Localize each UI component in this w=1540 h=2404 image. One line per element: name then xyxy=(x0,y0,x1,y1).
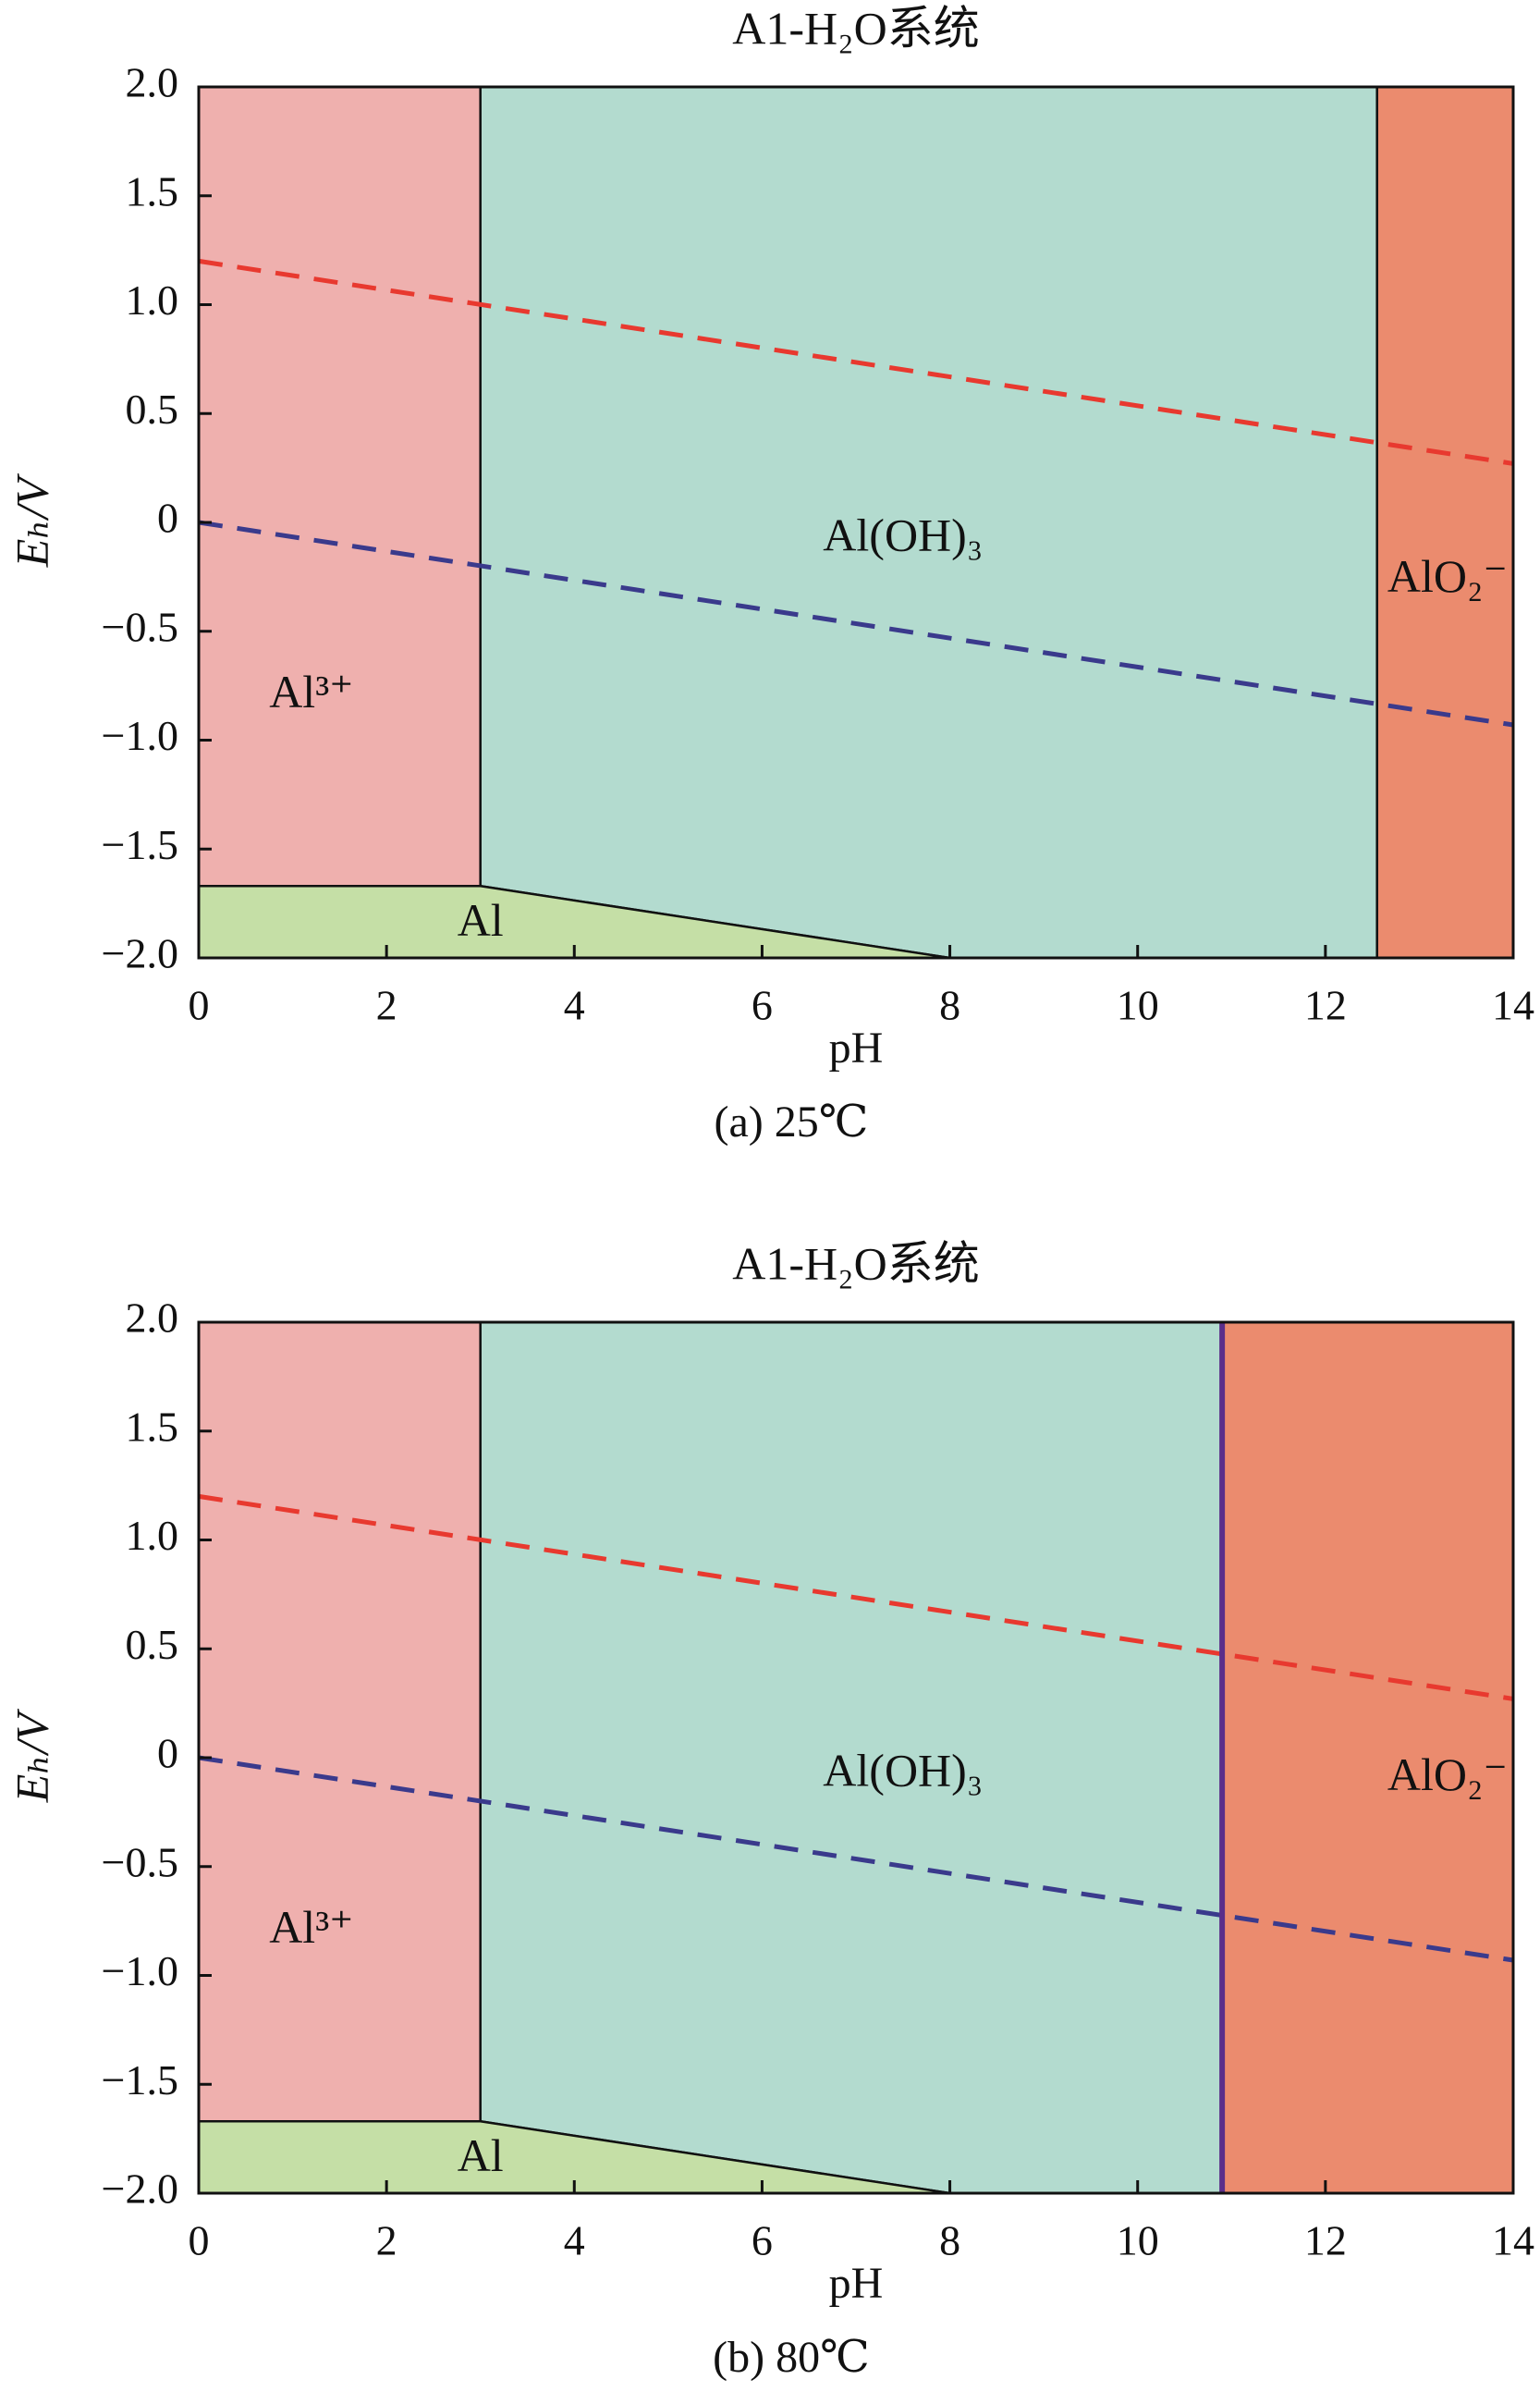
caption: (b) 80℃ xyxy=(713,2333,870,2382)
potential-line xyxy=(198,1493,1514,1701)
x-tick-label: 10 xyxy=(1117,2217,1159,2264)
region-label: Al³⁺ xyxy=(269,1901,353,1953)
region-label: Al xyxy=(458,2129,504,2181)
y-tick-label: 1.5 xyxy=(126,167,179,215)
region-label: Al(OH)₃ xyxy=(823,1744,983,1796)
y-axis-label: Eₕ/V xyxy=(6,1708,57,1803)
y-tick-label: −2.0 xyxy=(102,2165,178,2213)
x-axis-label: pH xyxy=(829,1024,884,1073)
y-tick-label: −1.0 xyxy=(102,1947,178,1994)
y-tick-label: −0.5 xyxy=(102,1838,178,1885)
y-tick-label: −2.0 xyxy=(102,930,178,977)
x-tick-label: 2 xyxy=(376,2217,397,2264)
region-label: AlO₂⁻ xyxy=(1387,1748,1508,1800)
potential-line xyxy=(198,520,1514,728)
y-axis-label: Eₕ/V xyxy=(6,472,57,568)
x-tick-label: 12 xyxy=(1304,2217,1347,2264)
potential-line xyxy=(198,258,1514,466)
region-label: Al(OH)₃ xyxy=(823,509,983,560)
y-tick-label: 1.5 xyxy=(126,1403,179,1450)
x-tick-label: 6 xyxy=(752,982,773,1029)
y-tick-label: 2.0 xyxy=(126,1294,179,1342)
x-axis-label: pH xyxy=(829,2259,884,2308)
chart-title: A1-H₂O系统 xyxy=(732,1237,979,1289)
caption: (a) 25℃ xyxy=(715,1098,869,1147)
x-tick-label: 8 xyxy=(939,2217,960,2264)
x-tick-label: 6 xyxy=(752,2217,773,2264)
y-tick-label: 0 xyxy=(157,495,178,542)
region xyxy=(197,1320,482,2123)
region-label: Al xyxy=(458,894,504,946)
x-tick-label: 14 xyxy=(1492,2217,1534,2264)
y-tick-label: −1.5 xyxy=(102,821,178,868)
x-tick-label: 12 xyxy=(1304,982,1347,1029)
x-tick-label: 8 xyxy=(939,982,960,1029)
region xyxy=(197,85,482,888)
x-tick-label: 0 xyxy=(189,2217,210,2264)
y-tick-label: 1.0 xyxy=(126,276,179,324)
region-label: AlO₂⁻ xyxy=(1387,550,1508,602)
x-tick-label: 0 xyxy=(189,982,210,1029)
x-tick-label: 10 xyxy=(1117,982,1159,1029)
region-label: Al³⁺ xyxy=(269,666,353,718)
x-tick-label: 4 xyxy=(564,982,585,1029)
y-tick-label: 0 xyxy=(157,1730,178,1777)
x-tick-label: 2 xyxy=(376,982,397,1029)
potential-line xyxy=(198,1755,1514,1963)
chart-title: A1-H₂O系统 xyxy=(732,2,979,54)
y-tick-label: 2.0 xyxy=(126,59,179,106)
y-tick-label: 0.5 xyxy=(126,1621,179,1668)
y-tick-label: −0.5 xyxy=(102,603,178,650)
y-tick-label: 0.5 xyxy=(126,386,179,433)
y-tick-label: −1.5 xyxy=(102,2056,178,2104)
region xyxy=(1375,85,1515,960)
x-tick-label: 4 xyxy=(564,2217,585,2264)
y-tick-label: 1.0 xyxy=(126,1512,179,1559)
y-tick-label: −1.0 xyxy=(102,712,178,759)
x-tick-label: 14 xyxy=(1492,982,1534,1029)
